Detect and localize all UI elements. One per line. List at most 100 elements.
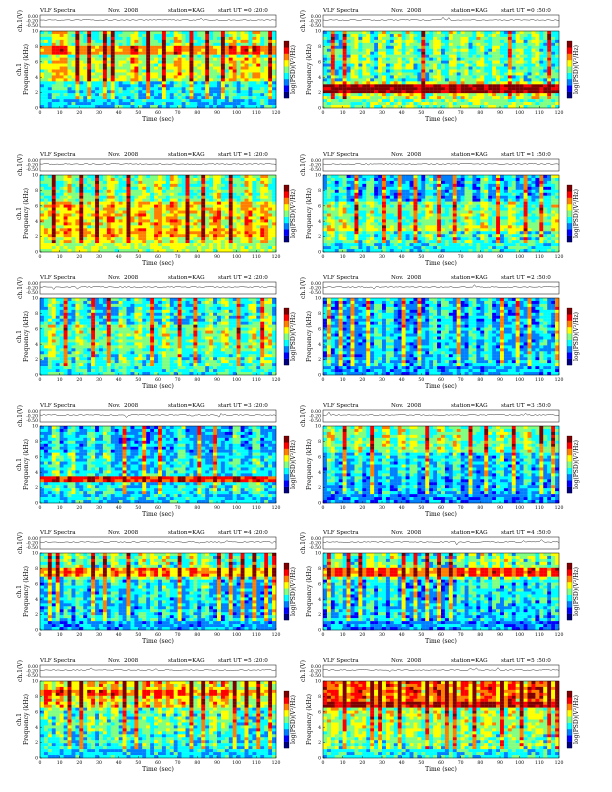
x-tick-label: 50 [135, 505, 141, 511]
x-tick-label: 110 [535, 760, 544, 766]
x-tick-label: 20 [76, 505, 82, 511]
y-tick-label: 8 [35, 439, 38, 445]
x-tick-label: 0 [322, 632, 325, 638]
y-tick-label: 2 [318, 90, 321, 96]
panel-title: VLF Spectra [322, 403, 359, 409]
panel-month: Nov. [391, 8, 404, 14]
spectrogram-image [323, 298, 560, 376]
trace-tick-label: -0.20 [309, 163, 321, 169]
y-tick-label: 6 [35, 454, 38, 460]
panel-start-time: start UT =0 :20:0 [218, 8, 268, 14]
x-tick-label: 10 [57, 377, 63, 383]
y-axis-label: Frequency (kHz) [306, 44, 313, 95]
x-tick-label: 10 [340, 632, 346, 638]
colorbar [283, 562, 290, 621]
x-tick-label: 30 [379, 377, 385, 383]
panel-start-time: start UT =4 :20:0 [218, 530, 268, 536]
spectrogram-image [40, 175, 277, 253]
x-tick-label: 90 [497, 632, 503, 638]
trace-frame [39, 664, 277, 678]
trace-tick-label: -0.50 [26, 673, 38, 679]
x-tick-label: 80 [194, 505, 200, 511]
trace-tick-label: -0.20 [309, 414, 321, 420]
spectrogram-svg: VLF Spectra Nov. 2008 station=KAG start UT =… [300, 152, 580, 267]
x-tick-label: 90 [497, 254, 503, 260]
trace-tick-label: -0.20 [309, 19, 321, 25]
colorbar-label: log(PSD)(V²/Hz) [573, 567, 580, 616]
y-tick-label: 4 [318, 470, 321, 476]
x-tick-label: 70 [458, 632, 464, 638]
trace-tick-label: 0.00 [311, 14, 321, 20]
y-tick-label: 8 [318, 566, 321, 572]
x-tick-label: 20 [76, 377, 82, 383]
x-tick-label: 120 [555, 110, 564, 116]
x-tick-label: 60 [155, 632, 161, 638]
trace-tick-label: -0.20 [26, 414, 38, 420]
y-tick-label: 8 [35, 311, 38, 317]
panel-month: Nov. [108, 530, 121, 536]
x-axis-label: Time (sec) [142, 116, 174, 123]
y-tick-label: 10 [32, 679, 38, 685]
trace-tick-label: -0.50 [26, 23, 38, 29]
x-tick-label: 20 [76, 110, 82, 116]
y-tick-label: 4 [318, 597, 321, 603]
trace-tick-label: -0.50 [309, 167, 321, 173]
x-tick-label: 10 [340, 377, 346, 383]
panel-month: Nov. [108, 8, 121, 14]
y-tick-label: 6 [318, 454, 321, 460]
y-axis-label: Frequency (kHz) [23, 694, 30, 745]
panel-station: station=KAG [168, 530, 205, 536]
colorbar-label: log(PSD)(V²/Hz) [573, 695, 580, 744]
panel-title: VLF Spectra [39, 152, 76, 158]
x-tick-label: 40 [116, 505, 122, 511]
panel-title: VLF Spectra [39, 530, 76, 536]
x-tick-label: 80 [477, 760, 483, 766]
x-tick-label: 0 [39, 632, 42, 638]
x-tick-label: 30 [96, 110, 102, 116]
trace-line [322, 667, 560, 672]
colorbar-label: log(PSD)(V²/Hz) [573, 440, 580, 489]
x-tick-label: 110 [252, 632, 261, 638]
panel-year: 2008 [124, 658, 139, 664]
panel-station: station=KAG [451, 152, 488, 158]
x-tick-label: 50 [135, 254, 141, 260]
panel-title: VLF Spectra [39, 403, 76, 409]
x-tick-label: 30 [379, 110, 385, 116]
y-tick-label: 10 [32, 551, 38, 557]
trace-tick-label: 0.00 [311, 536, 321, 542]
colorbar-label: log(PSD)(V²/Hz) [573, 312, 580, 361]
x-tick-label: 80 [477, 110, 483, 116]
x-tick-label: 20 [76, 632, 82, 638]
y-tick-label: 2 [318, 612, 321, 618]
x-tick-label: 70 [175, 377, 181, 383]
y-tick-label: 8 [318, 694, 321, 700]
x-axis-label: Time (sec) [142, 638, 174, 645]
trace-line [322, 411, 560, 416]
x-tick-label: 60 [438, 505, 444, 511]
trace-line [322, 163, 560, 166]
x-axis-label: Time (sec) [142, 511, 174, 518]
x-tick-label: 80 [194, 110, 200, 116]
x-axis-label: Time (sec) [142, 383, 174, 390]
x-tick-label: 0 [322, 110, 325, 116]
panel-title: VLF Spectra [322, 152, 359, 158]
x-tick-label: 60 [155, 254, 161, 260]
spectrogram-svg: VLF Spectra Nov. 2008 station=KAG start UT =… [300, 275, 580, 390]
x-tick-label: 100 [515, 505, 524, 511]
colorbar [566, 307, 573, 366]
trace-tick-label: -0.20 [26, 163, 38, 169]
y-tick-label: 10 [315, 29, 321, 35]
x-tick-label: 30 [379, 632, 385, 638]
trace-line [322, 539, 560, 546]
x-tick-label: 120 [555, 632, 564, 638]
x-tick-label: 10 [340, 110, 346, 116]
x-tick-label: 100 [515, 254, 524, 260]
colorbar-label: log(PSD)(V²/Hz) [573, 45, 580, 94]
x-tick-label: 120 [272, 110, 281, 116]
y-tick-label: 2 [35, 485, 38, 491]
x-tick-label: 120 [555, 760, 564, 766]
y-axis-channel-label: ch.1 [16, 458, 23, 471]
spectrogram-image [40, 31, 277, 109]
panel-start-time: start UT =0 :50:0 [501, 8, 551, 14]
y-tick-label: 6 [35, 581, 38, 587]
